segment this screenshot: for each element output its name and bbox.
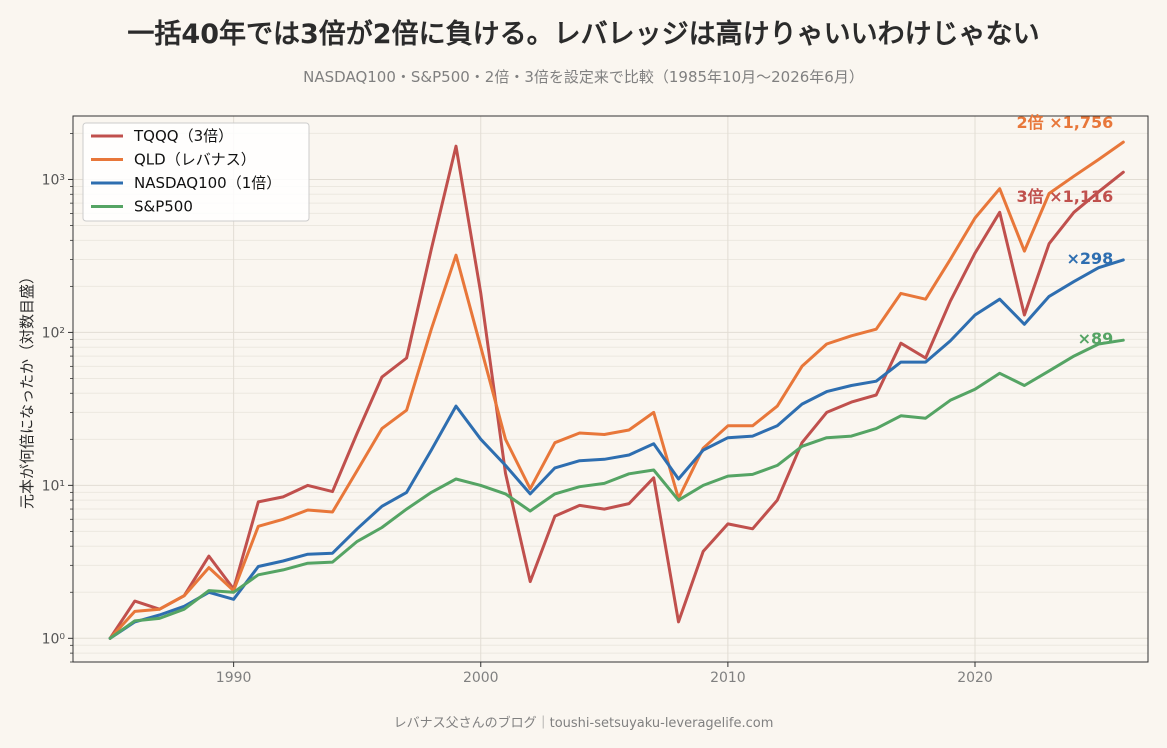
series-line-nasdaq (108, 258, 1125, 640)
y-tick-label: 10⁰ (42, 631, 66, 647)
chart-title: 一括40年では3倍が2倍に負ける。レバレッジは高けりゃいいわけじゃない (127, 19, 1040, 50)
end-annotation-tqqq: 3倍 ×1,116 (1017, 187, 1114, 206)
footer-credit: レバナス父さんのブログ｜toushi-setsuyaku-leveragelif… (393, 716, 774, 731)
series-line-sp500 (108, 338, 1125, 640)
series-layer (108, 140, 1125, 640)
x-tick-label: 2010 (710, 670, 746, 686)
chart-subtitle: NASDAQ100・S&P500・2倍・3倍を設定来で比較（1985年10月〜2… (303, 68, 864, 86)
y-tick-label: 10² (42, 325, 65, 341)
x-tick-label: 2000 (463, 670, 499, 686)
y-tick-label: 10³ (42, 172, 65, 188)
legend-label-nasdaq: NASDAQ100（1倍） (134, 174, 281, 192)
x-tick-label: 2020 (957, 670, 993, 686)
annotation-layer: 2倍 ×1,756 3倍 ×1,116 ×298 ×89 (1017, 113, 1114, 348)
end-annotation-sp500: ×89 (1078, 329, 1114, 348)
y-tick-label: 10¹ (42, 478, 65, 494)
axis-layer: 1990 2000 2010 2020 10⁰ 10¹ 10² 10³ 元本が何倍になったか（対… (18, 115, 1149, 686)
legend: TQQQ（3倍） QLD（レバナス） NASDAQ100（1倍） S&P500 (82, 122, 310, 222)
x-tick-label: 1990 (216, 670, 252, 686)
end-annotation-qld: 2倍 ×1,756 (1017, 113, 1114, 132)
end-annotation-nasdaq: ×298 (1066, 249, 1113, 268)
legend-label-qld: QLD（レバナス） (134, 151, 256, 169)
legend-label-tqqq: TQQQ（3倍） (133, 127, 233, 145)
series-line-qld (108, 140, 1125, 640)
y-axis-label: 元本が何倍になったか（対数目盛） (18, 269, 36, 509)
legend-box (82, 122, 310, 222)
legend-label-sp500: S&P500 (134, 198, 193, 216)
plot-frame (72, 115, 1149, 663)
series-line-tqqq (108, 144, 1125, 640)
